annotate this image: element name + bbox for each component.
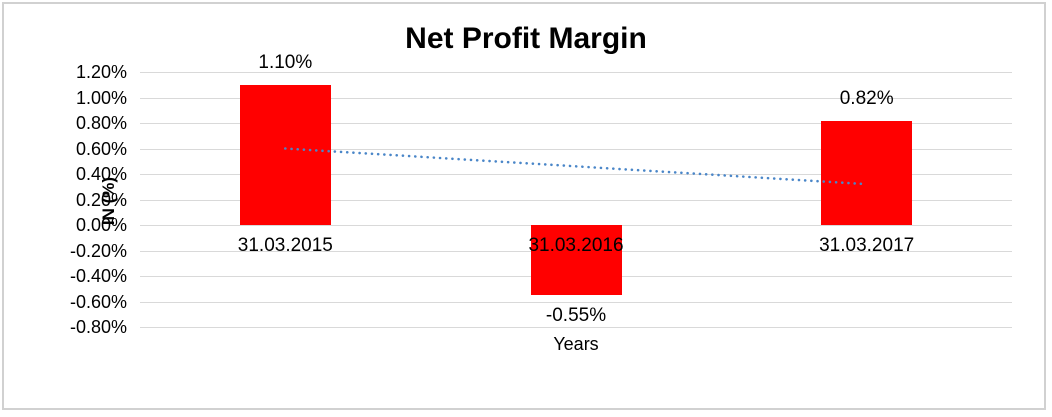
y-gridline	[140, 200, 1012, 201]
category-label: 31.03.2017	[819, 235, 915, 256]
bar-value-label: -0.55%	[545, 305, 607, 327]
y-gridline	[140, 302, 1012, 303]
y-tick-label: 0.60%	[75, 139, 127, 159]
bar	[821, 120, 913, 225]
y-tick-label: 0.80%	[75, 113, 127, 133]
y-gridline	[140, 327, 1012, 328]
y-tick-label: 0.00%	[75, 215, 127, 235]
y-tick-label: 1.20%	[75, 62, 127, 82]
y-tick-label: -0.80%	[69, 317, 127, 337]
bar-value-label: 0.82%	[839, 87, 894, 109]
y-tick-label: 0.40%	[75, 164, 127, 184]
y-tick-label: -0.20%	[69, 241, 127, 261]
bar	[239, 84, 331, 225]
y-gridline	[140, 98, 1012, 99]
chart-title: Net Profit Margin	[405, 22, 647, 55]
category-label: 31.03.2016	[528, 235, 624, 256]
y-tick-label: -0.60%	[69, 292, 127, 312]
bar-value-label: 1.10%	[258, 51, 313, 73]
bar	[530, 225, 622, 296]
y-tick-label: -0.40%	[69, 266, 127, 286]
y-tick-label: 0.20%	[75, 190, 127, 210]
x-axis-title: Years	[553, 334, 599, 354]
y-gridline	[140, 72, 1012, 73]
y-gridline	[140, 123, 1012, 124]
category-label: 31.03.2015	[237, 235, 333, 256]
y-tick-label: 1.00%	[75, 88, 127, 108]
